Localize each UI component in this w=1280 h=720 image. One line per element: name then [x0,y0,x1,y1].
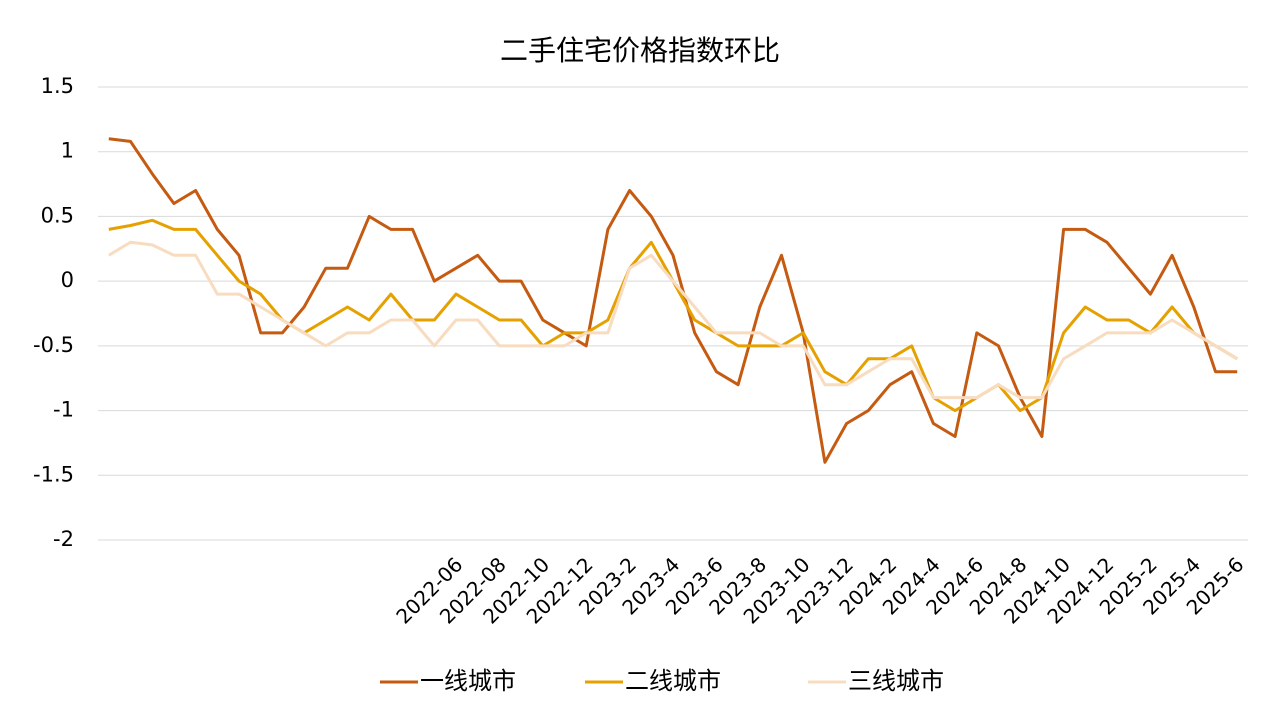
y-tick-label: -1 [53,398,74,422]
y-tick-label: 0.5 [41,203,74,227]
series-line [108,240,1238,400]
legend-label: 二线城市 [625,667,721,695]
y-tick-label: -0.5 [33,333,74,357]
series-line [108,218,1238,413]
y-tick-label: -2 [53,527,74,551]
y-tick-label: 1.5 [41,74,74,98]
y-tick-label: 0 [61,268,74,292]
legend-label: 三线城市 [848,667,944,695]
y-tick-label: -1.5 [33,462,74,486]
series-line [108,137,1238,464]
legend-label: 一线城市 [420,667,516,695]
chart-title: 二手住宅价格指数环比 [500,34,780,67]
y-tick-label: 1 [61,139,74,163]
